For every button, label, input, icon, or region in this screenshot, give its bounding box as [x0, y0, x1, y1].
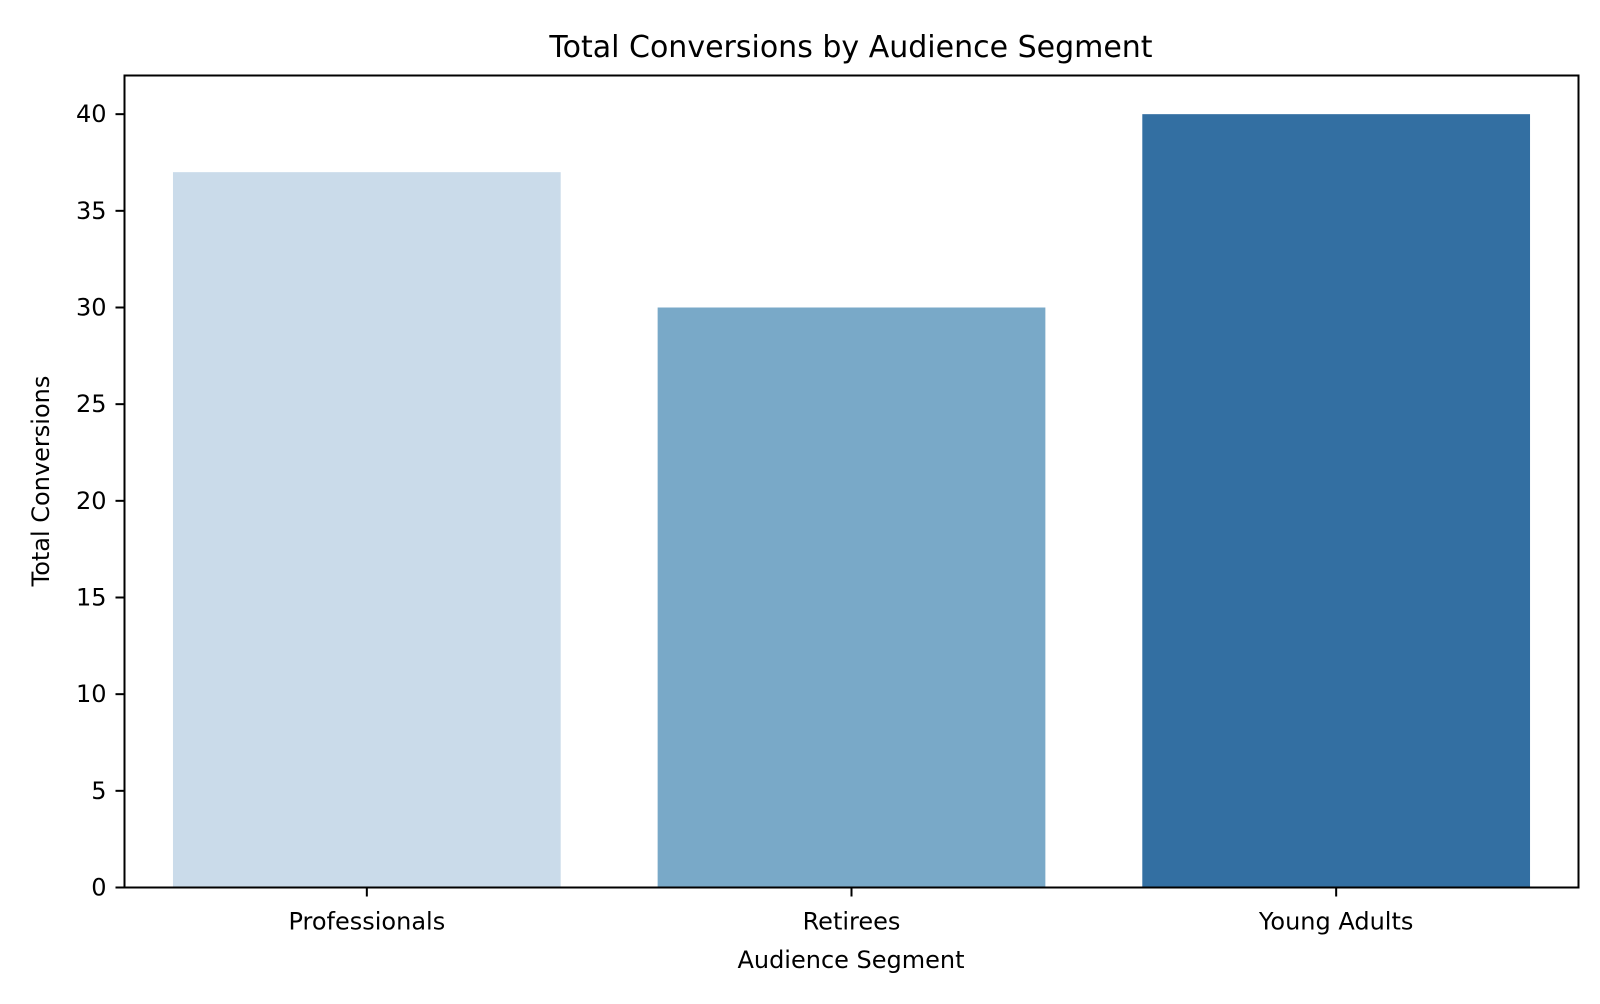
bar [1142, 114, 1531, 888]
y-tick-label: 25 [76, 390, 107, 418]
y-tick-label: 30 [76, 294, 107, 322]
y-tick-label: 35 [76, 197, 107, 225]
x-tick-label: Young Adults [1258, 908, 1413, 936]
x-tick-label: Retirees [803, 908, 901, 936]
y-axis-label: Total Conversions [27, 376, 55, 588]
chart-title: Total Conversions by Audience Segment [548, 30, 1152, 65]
y-axis-ticks: 0 5 10 15 20 25 30 35 40 [76, 100, 125, 902]
y-tick-label: 40 [76, 100, 107, 128]
y-tick-label: 0 [91, 874, 106, 902]
x-axis-ticks: Professionals Retirees Young Adults [288, 887, 1413, 936]
y-tick-label: 15 [76, 584, 107, 612]
y-tick-label: 5 [91, 777, 106, 805]
bar [172, 172, 561, 888]
plot-frame [123, 74, 1580, 889]
bar [657, 307, 1046, 888]
x-tick-label: Professionals [288, 908, 445, 936]
x-axis-label: Audience Segment [737, 946, 964, 974]
y-tick-label: 10 [76, 680, 107, 708]
y-tick-label: 20 [76, 487, 107, 515]
bars-layer [172, 114, 1531, 888]
